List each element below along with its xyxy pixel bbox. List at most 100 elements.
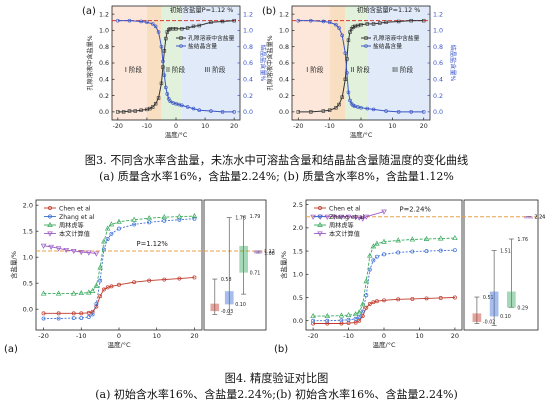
data-point-pore-solution-salt [116,110,120,114]
data-point-crystal-salt [327,20,332,25]
data-point-pore-solution-salt [127,109,132,113]
legend-marker [318,206,322,210]
data-point-chen [105,285,110,290]
y-tick-label: 1.0 [23,254,33,262]
data-point-zhang [353,316,358,321]
box-value-label: 0.58 [221,277,232,283]
data-point-crystal-salt [220,110,225,114]
data-point-pore-solution-salt [348,30,352,34]
data-point-zhang [424,249,429,254]
data-point-pore-solution-salt [309,110,313,114]
data-point-zhou [395,237,401,243]
legend-label: 孔隙溶液中含盐量 [373,34,420,42]
x-tick-label: -10 [343,332,354,340]
zone-2-label: II 阶段 [351,65,371,74]
data-point-crystal-salt [371,107,376,112]
reference-line-label: P=2.24% [400,206,432,214]
y-tick-label: 1.0 [279,28,289,35]
series-line-zhang [43,218,195,320]
data-point-crystal-salt [153,24,158,29]
legend-marker [364,36,368,40]
data-point-crystal-salt [145,20,149,25]
data-point-pore-solution-salt [359,23,363,27]
zone-1-label: I 阶段 [125,65,143,74]
data-point-zhang [346,317,351,322]
data-point-pore-solution-salt [337,102,341,107]
y-tick-label: 0.4 [279,76,289,83]
data-point-zhang [452,248,457,253]
y-tick-label: 1.2 [99,11,109,18]
x-tick-label: -10 [76,332,87,340]
x-tick-label: 10 [388,123,396,130]
y-tick-label: 2.0 [23,202,33,210]
box-value-label: 0.29 [517,305,528,311]
legend-marker [317,221,323,227]
y-axis-label: 孔隙溶液中含盐量% [86,35,94,90]
x-tick-label: 20 [230,123,238,130]
data-point-zhou [338,312,345,318]
legend-label: 周林虎等 [329,221,354,229]
data-point-pore-solution-salt [371,22,376,26]
data-point-this-study [345,214,352,220]
y2-tick-label: 1.2 [433,11,443,18]
zone-3-label: III 阶段 [392,65,414,74]
y-tick-label: 0.8 [99,44,109,51]
data-point-this-study [331,214,338,220]
data-point-chen [410,296,415,301]
box-value-label: 1.79 [250,214,261,220]
box-body [224,291,234,305]
y2-axis-label: 结晶盐含量% [449,45,457,82]
data-point-crystal-salt [421,110,426,114]
data-point-crystal-salt [185,105,190,109]
data-point-pore-solution-salt [174,27,178,31]
data-point-zhang [325,318,330,323]
panel-label: (b) [274,344,288,355]
data-point-crystal-salt [396,110,401,114]
y2-tick-label: 1.2 [243,11,253,18]
legend-label: 盐结晶含量 [188,42,217,50]
x-tick-label: 20 [451,332,459,340]
legend-label: 孔隙溶液中含盐量 [188,34,235,42]
zone-2-label: II 阶段 [166,65,186,74]
data-point-pore-solution-salt [162,49,167,53]
data-point-chen [353,320,358,325]
data-point-pore-solution-salt [384,20,388,24]
x-tick-label: 0 [382,332,386,340]
y2-tick-label: 0.8 [433,44,443,51]
box-value-label: 2.24 [535,215,546,221]
data-point-this-study [363,214,370,220]
x-tick-label: 0 [117,332,121,340]
data-point-this-study [338,214,345,220]
y-tick-label: 0.2 [99,93,109,100]
data-point-zhang [396,250,401,255]
box-value-label: 0.10 [235,302,246,308]
y-tick-label: 0.5 [23,280,33,288]
data-point-zhang [410,249,415,254]
reference-line-label: 初始含盐量P=1.12 % [357,5,421,14]
data-point-pore-solution-salt [353,24,357,29]
data-point-crystal-salt [346,90,351,95]
data-point-zhou [381,238,387,244]
y-tick-label: 1.5 [293,247,303,255]
data-point-chen [79,311,84,316]
data-point-this-study [48,244,54,250]
y2-tick-label: 0.6 [433,60,443,67]
data-point-chen [147,278,152,283]
data-point-crystal-salt [197,108,202,113]
data-point-pore-solution-salt [321,109,326,113]
panel-label: (b) [262,6,276,17]
data-point-pore-solution-salt [151,105,155,109]
x-axis-label: 温度/°C [108,340,131,349]
data-point-pore-solution-salt [327,108,332,112]
data-point-this-study [381,209,387,215]
legend-label: Chen et al [59,205,91,212]
data-point-chen [132,280,137,285]
zone-3-background [181,6,240,120]
data-point-chen [374,299,379,304]
x-tick-label: 0 [174,123,178,130]
legend-marker [47,221,53,227]
data-point-zhang [374,254,379,259]
box-body [210,303,220,312]
figure4-caption: 图4. 精度验证对比图 [224,372,329,385]
